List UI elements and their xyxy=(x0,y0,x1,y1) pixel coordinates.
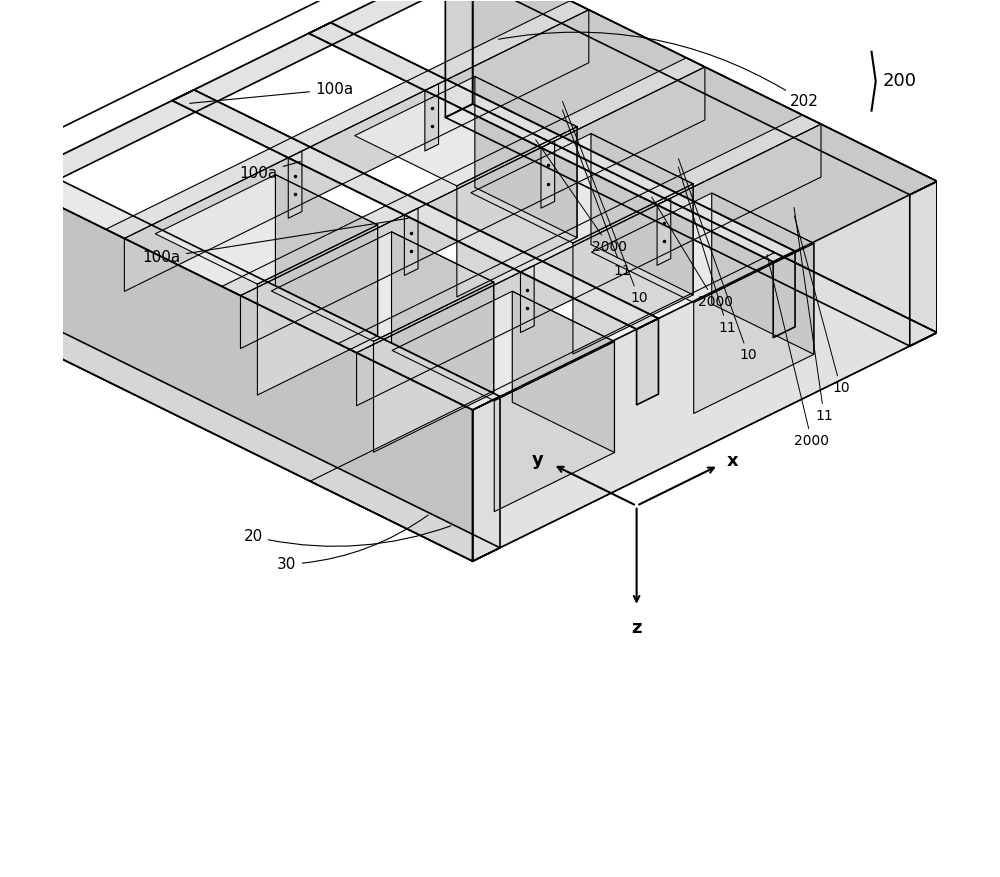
Polygon shape xyxy=(494,341,614,511)
Polygon shape xyxy=(155,175,378,284)
Polygon shape xyxy=(541,141,555,208)
Text: 11: 11 xyxy=(678,168,736,335)
Text: 10: 10 xyxy=(679,159,757,362)
Polygon shape xyxy=(475,76,577,238)
Text: 100a: 100a xyxy=(143,218,408,265)
Polygon shape xyxy=(473,182,937,561)
Polygon shape xyxy=(910,182,937,346)
Text: 202: 202 xyxy=(499,32,819,110)
Polygon shape xyxy=(8,182,473,561)
Polygon shape xyxy=(473,0,937,332)
Text: 2000: 2000 xyxy=(767,254,829,448)
Polygon shape xyxy=(445,0,473,118)
Polygon shape xyxy=(425,84,439,151)
Polygon shape xyxy=(694,243,814,413)
Text: 2000: 2000 xyxy=(536,139,627,254)
Text: z: z xyxy=(631,619,642,638)
Polygon shape xyxy=(445,104,937,346)
Text: 2000: 2000 xyxy=(652,197,733,309)
Text: 100a: 100a xyxy=(239,161,300,181)
Text: 100a: 100a xyxy=(190,82,353,103)
Polygon shape xyxy=(773,251,795,338)
Text: x: x xyxy=(727,453,739,470)
Polygon shape xyxy=(8,319,500,561)
Polygon shape xyxy=(637,318,658,405)
Polygon shape xyxy=(8,168,500,410)
Polygon shape xyxy=(591,133,693,295)
Text: 11: 11 xyxy=(794,208,833,423)
Polygon shape xyxy=(309,23,795,262)
Polygon shape xyxy=(404,208,418,275)
Text: 20: 20 xyxy=(244,526,451,546)
Polygon shape xyxy=(257,225,378,395)
Polygon shape xyxy=(512,291,614,453)
Text: 11: 11 xyxy=(562,110,631,278)
Polygon shape xyxy=(288,151,302,218)
Polygon shape xyxy=(657,198,671,266)
Polygon shape xyxy=(392,291,614,401)
Polygon shape xyxy=(592,193,814,303)
Text: 200: 200 xyxy=(882,72,916,90)
Text: y: y xyxy=(532,452,544,469)
Polygon shape xyxy=(124,10,589,291)
Polygon shape xyxy=(473,396,500,561)
Polygon shape xyxy=(457,127,577,297)
Text: 10: 10 xyxy=(794,216,850,396)
Polygon shape xyxy=(712,193,814,354)
Polygon shape xyxy=(106,1,589,239)
Text: 10: 10 xyxy=(562,102,648,305)
Text: 201: 201 xyxy=(0,876,1,877)
Polygon shape xyxy=(573,184,693,354)
Polygon shape xyxy=(240,67,705,348)
Polygon shape xyxy=(310,253,937,561)
Polygon shape xyxy=(8,0,496,193)
Polygon shape xyxy=(309,23,795,262)
Polygon shape xyxy=(172,89,658,329)
Polygon shape xyxy=(355,76,577,186)
Polygon shape xyxy=(271,232,494,341)
Polygon shape xyxy=(172,89,658,329)
Polygon shape xyxy=(471,133,693,243)
Polygon shape xyxy=(357,125,821,406)
Polygon shape xyxy=(374,282,494,453)
Text: 30: 30 xyxy=(277,515,428,572)
Polygon shape xyxy=(520,266,534,332)
Polygon shape xyxy=(392,232,494,393)
Polygon shape xyxy=(445,0,937,195)
Polygon shape xyxy=(222,58,705,296)
Polygon shape xyxy=(338,115,821,353)
Polygon shape xyxy=(275,175,378,336)
